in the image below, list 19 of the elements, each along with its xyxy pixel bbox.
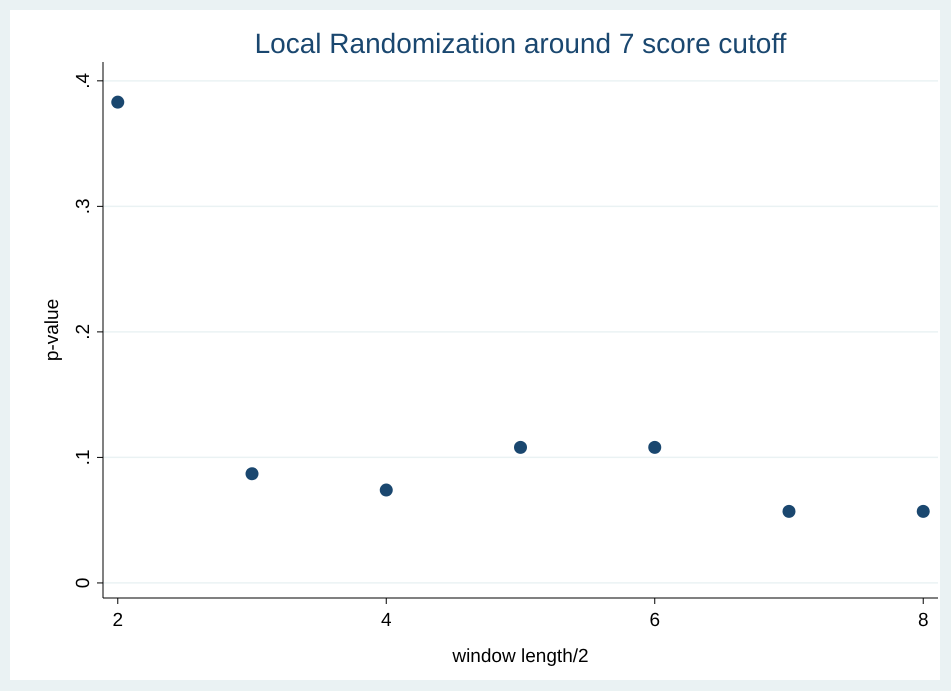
x-tick-label: 8 bbox=[918, 610, 929, 631]
x-tick-label: 2 bbox=[112, 610, 124, 631]
y-tick-label: .2 bbox=[73, 324, 94, 340]
point bbox=[782, 504, 796, 518]
y-tick-label: .1 bbox=[73, 449, 94, 466]
y-tick-label: 0 bbox=[73, 578, 94, 588]
x-tick-label: 4 bbox=[380, 610, 392, 631]
y-tick-label: .4 bbox=[73, 72, 94, 89]
point bbox=[111, 96, 124, 109]
x-tick-label: 6 bbox=[649, 610, 660, 631]
chart-title: Local Randomization around 7 score cutoff bbox=[254, 28, 787, 59]
point bbox=[916, 504, 930, 518]
point bbox=[246, 467, 259, 480]
point bbox=[380, 484, 393, 497]
point bbox=[648, 440, 662, 454]
y-axis-title: p-value bbox=[42, 298, 63, 362]
y-tick-label: .3 bbox=[73, 198, 94, 214]
point bbox=[514, 440, 527, 454]
x-axis-title: window length/2 bbox=[451, 646, 589, 667]
